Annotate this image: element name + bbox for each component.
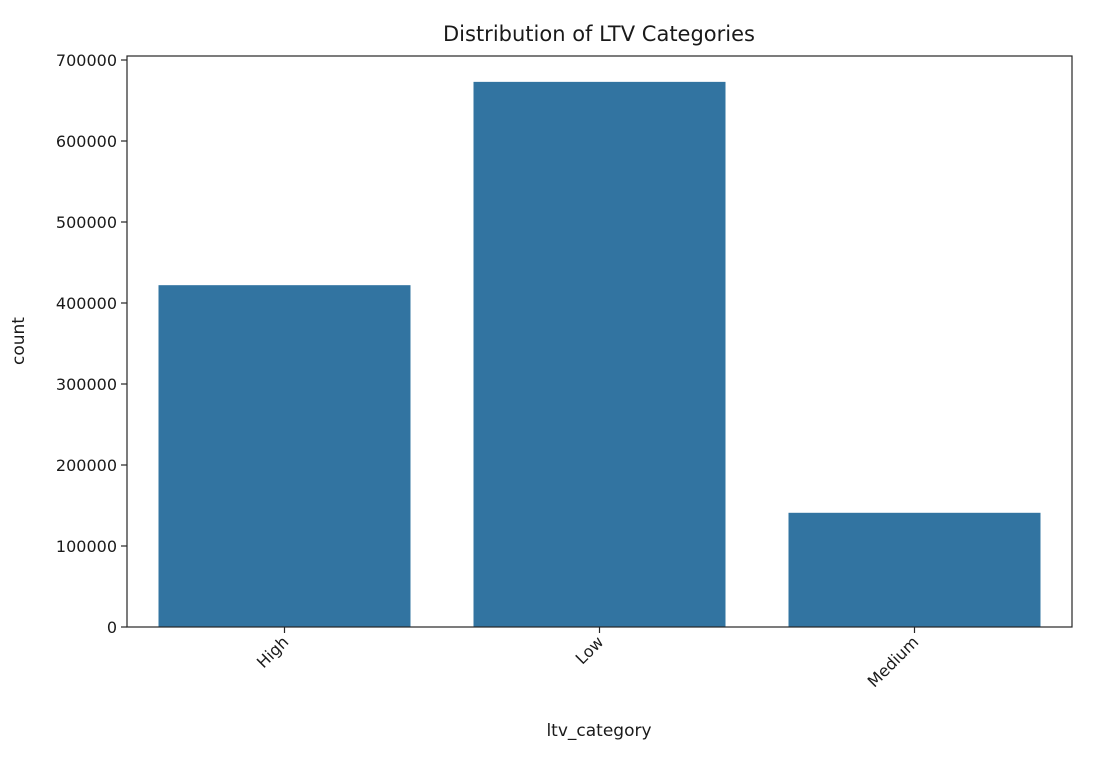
y-tick-label: 100000	[56, 537, 117, 556]
y-tick-label: 500000	[56, 213, 117, 232]
y-tick-label: 0	[107, 618, 117, 637]
chart-title: Distribution of LTV Categories	[443, 22, 755, 46]
bar-low	[473, 81, 726, 628]
y-axis: 0 100000 200000 300000 400000 500000 600000 700…	[56, 51, 127, 637]
x-axis: High Low Medium	[253, 627, 922, 691]
plot-frame	[126, 55, 1073, 628]
x-tick-label: Medium	[864, 632, 923, 691]
y-tick-label: 600000	[56, 132, 117, 151]
y-tick-label: 700000	[56, 51, 117, 70]
bars-group	[158, 81, 1041, 628]
x-axis-label: ltv_category	[546, 721, 651, 741]
bar-high	[158, 285, 411, 627]
y-axis-label: count	[9, 317, 29, 365]
x-tick-label: Low	[572, 632, 608, 668]
y-tick-label: 400000	[56, 294, 117, 313]
y-tick-label: 200000	[56, 456, 117, 475]
y-tick-label: 300000	[56, 375, 117, 394]
bar-medium	[788, 512, 1041, 627]
x-tick-label: High	[253, 632, 292, 671]
